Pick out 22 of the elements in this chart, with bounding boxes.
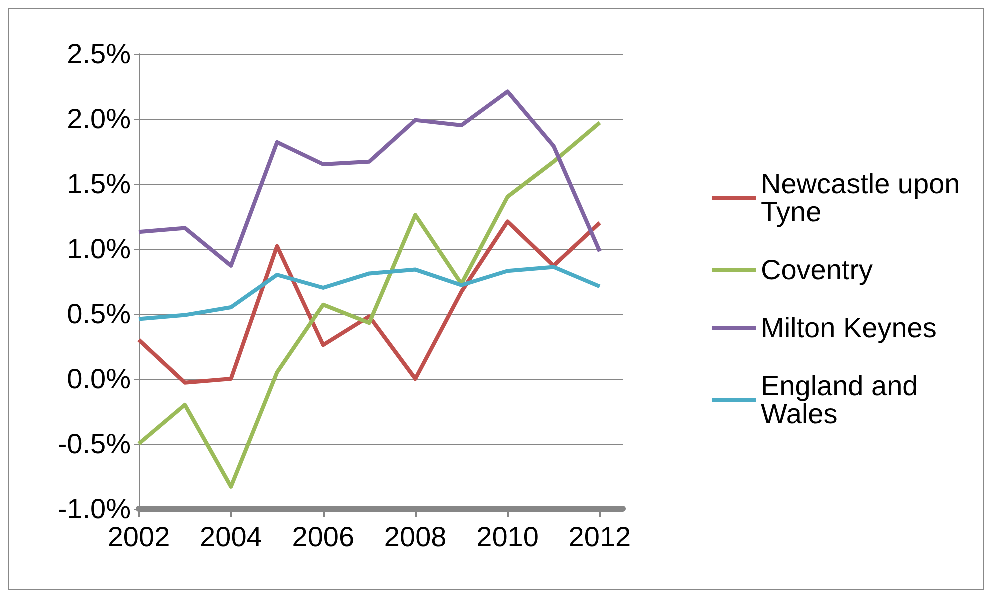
- y-tick-label: -1.0%: [58, 494, 131, 524]
- y-tick-label: 2.0%: [67, 104, 131, 134]
- legend-label: Coventry: [760, 254, 874, 286]
- line-series: [137, 120, 602, 489]
- y-tick-label: 1.5%: [67, 168, 131, 200]
- y-tick-label: -0.5%: [58, 428, 131, 460]
- x-tick-label: 2004: [200, 522, 262, 552]
- legend-label: Milton Keynes: [760, 312, 937, 344]
- x-tick-label: 2012: [568, 522, 632, 552]
- legend-label: England and Wales: [760, 370, 926, 430]
- y-tick-label: 0.5%: [67, 298, 131, 330]
- x-tick-label: 2010: [476, 522, 539, 552]
- y-tick-label: 1.0%: [67, 234, 131, 264]
- legend-label: Newcastle upon Tyne: [760, 168, 968, 228]
- line-series: [137, 265, 602, 322]
- y-tick-label: 2.5%: [67, 38, 131, 70]
- x-tick-label: 2002: [108, 522, 170, 552]
- x-tick-label: 2008: [384, 522, 447, 552]
- x-tick-label: 2006: [292, 522, 355, 552]
- line-series: [137, 90, 602, 268]
- y-tick-label: 0.0%: [67, 364, 131, 394]
- line-series: [137, 220, 602, 385]
